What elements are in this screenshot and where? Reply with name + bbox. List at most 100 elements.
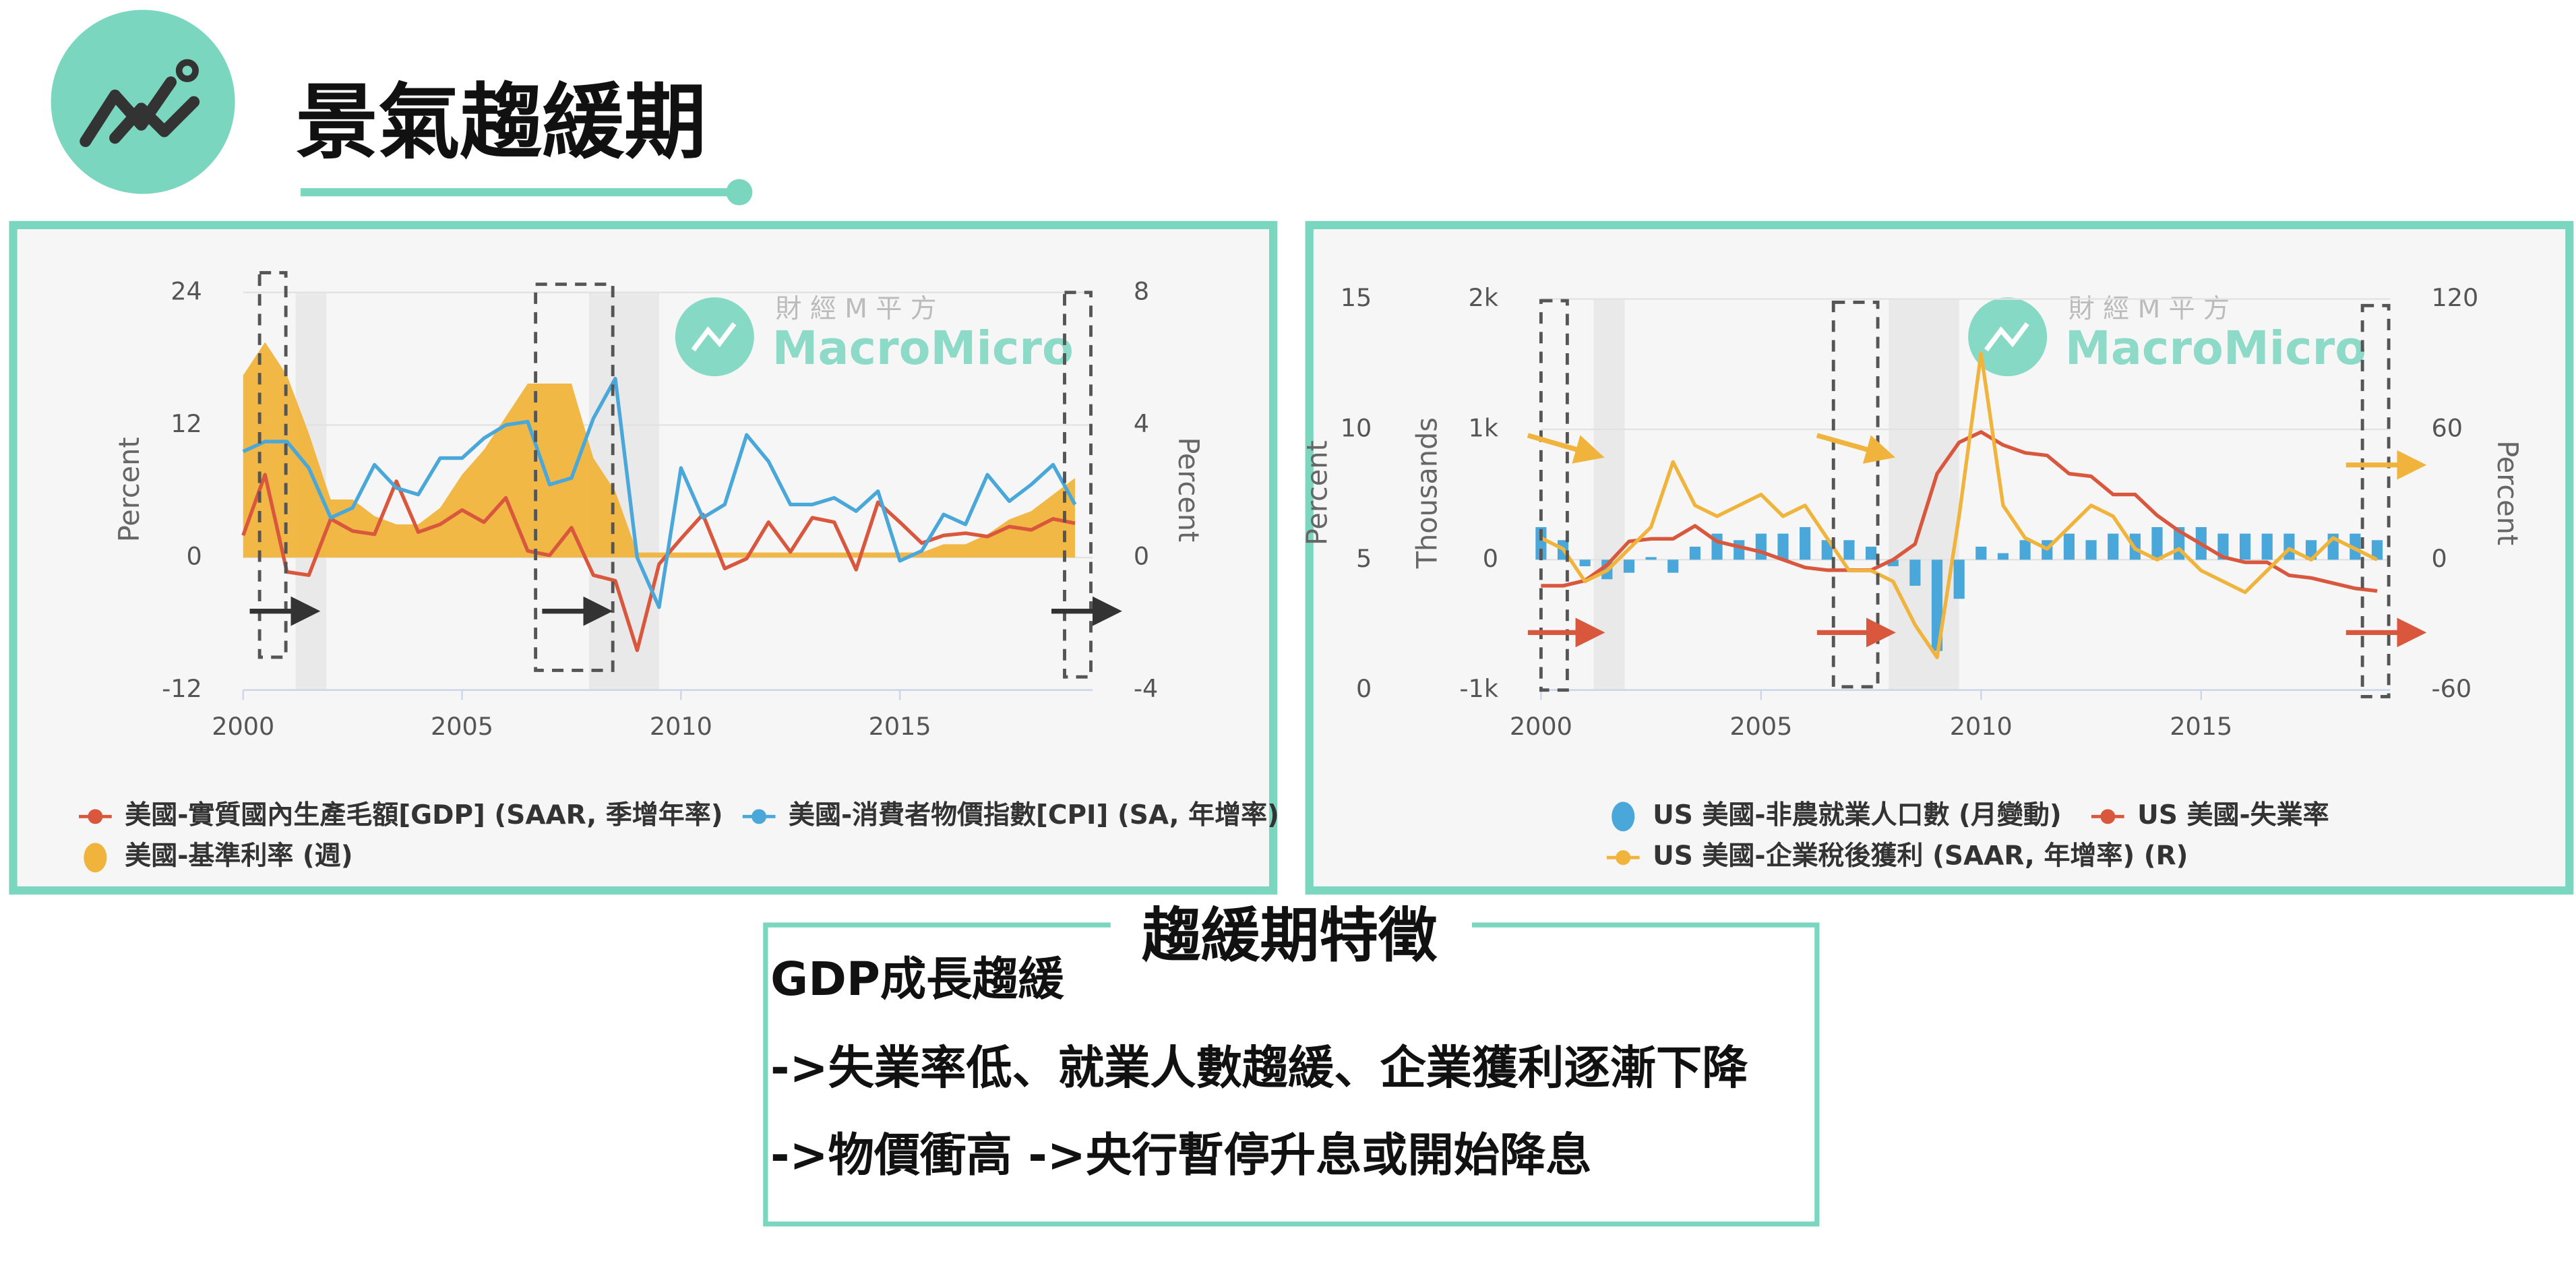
y2-tick-label: 0 (2432, 544, 2447, 573)
text-box-line: GDP成長趨緩 (770, 953, 1064, 1006)
y2-axis-title: Percent (2491, 440, 2523, 545)
y-tick-label: 0 (1356, 674, 1372, 703)
bar (1667, 560, 1679, 573)
line (1540, 351, 2379, 659)
y2-tick-label: 0 (1134, 542, 1149, 571)
bar (1623, 560, 1635, 573)
recession-band (1889, 299, 1959, 690)
bar (1975, 546, 1987, 560)
y-tick-label: 0 (187, 542, 202, 571)
legend-label: US 美國-企業稅後獲利 (SAAR, 年增率) (R) (1653, 841, 2188, 872)
bar (2240, 533, 2251, 560)
legend-label: 美國-消費者物價指數[CPI] (SA, 年增率) (789, 800, 1279, 830)
bar (1579, 560, 1591, 566)
bar (2283, 533, 2295, 560)
logo-icon (175, 59, 199, 82)
bar (2151, 526, 2163, 560)
watermark-icon (1984, 322, 2029, 352)
watermark-en: MacroMicro (772, 322, 1074, 375)
title-underline-dot (726, 179, 753, 206)
y3-tick-label: 0 (1483, 544, 1498, 573)
bar (2085, 540, 2097, 560)
x-tick-label: 2010 (650, 712, 712, 741)
bar (1909, 560, 1921, 586)
x-tick-label: 2010 (1950, 712, 2013, 741)
bar (1800, 526, 1811, 560)
y-tick-label: 15 (1341, 283, 1372, 312)
bar (1535, 526, 1547, 560)
bar (2371, 540, 2383, 560)
y2-tick-label: -4 (1134, 674, 1158, 703)
watermark-cn: 財 經 M 平 方 (776, 294, 937, 324)
y3-tick-label: 1k (1469, 413, 1499, 442)
y3-axis-title: Thousands (1411, 417, 1444, 569)
bar (1689, 546, 1700, 560)
bar (1755, 533, 1767, 560)
y2-tick-label: -60 (2432, 674, 2472, 703)
text-box-title-bg (1110, 895, 1472, 975)
y-axis-title: Percent (1301, 440, 1333, 545)
y2-tick-label: 4 (1134, 409, 1149, 438)
y-tick-label: -12 (162, 674, 202, 703)
slide-title: 景氣趨緩期 (296, 74, 706, 170)
bar (1931, 560, 1943, 651)
logo-circle (51, 9, 235, 194)
logo-icon (109, 96, 200, 144)
charts: 財 經 M 平 方MacroMicro-1201224Percent-4048P… (79, 276, 2523, 873)
bar (1777, 533, 1789, 560)
bar (1953, 560, 1965, 599)
legend-marker (84, 843, 107, 873)
bar (1887, 560, 1899, 566)
bar (1997, 553, 2009, 560)
y-tick-label: 10 (1341, 413, 1372, 442)
legend-label: US 美國-失業率 (2137, 800, 2329, 830)
legend-label: 美國-實質國內生產毛額[GDP] (SAAR, 季增年率) (125, 800, 723, 830)
text-box (763, 922, 1820, 1227)
x-tick-label: 2015 (2170, 712, 2232, 741)
legend-marker (1616, 850, 1631, 866)
bar (2019, 540, 2031, 560)
legend-marker (2100, 809, 2116, 824)
bar (2217, 533, 2229, 560)
legend-marker (88, 809, 103, 824)
bar (1843, 540, 1855, 560)
bar (1734, 540, 1745, 560)
area (243, 342, 1075, 558)
legend-label: US 美國-非農就業人口數 (月變動) (1653, 800, 2062, 830)
x-tick-label: 2015 (869, 712, 931, 741)
y3-tick-label: -1k (1459, 674, 1498, 703)
text-box-title: 趨緩期特徵 (1142, 901, 1438, 970)
annotation-boxes (257, 271, 2391, 698)
x-tick-label: 2000 (212, 712, 274, 741)
bar (1866, 546, 1877, 560)
text-box-line: ->失業率低、就業人數趨緩、企業獲利逐漸下降 (770, 1042, 1748, 1095)
bar (2261, 533, 2273, 560)
logo-icon (80, 76, 177, 148)
recession-band (1593, 299, 1625, 690)
bar (2350, 533, 2361, 560)
y2-axis-title: Percent (1172, 437, 1204, 542)
y-tick-label: 12 (171, 409, 202, 438)
y2-tick-label: 8 (1134, 276, 1149, 305)
bar (2063, 533, 2075, 560)
legend-marker (752, 809, 767, 824)
watermark-en: MacroMicro (2065, 322, 2366, 375)
line (1541, 430, 2378, 593)
y2-tick-label: 120 (2432, 283, 2479, 312)
y2-tick-label: 60 (2432, 413, 2463, 442)
line (241, 473, 1076, 653)
x-tick-label: 2005 (1729, 712, 1792, 741)
y3-tick-label: 2k (1469, 283, 1499, 312)
x-tick-label: 2005 (431, 712, 493, 741)
y-axis-title: Percent (113, 437, 146, 542)
watermark-icon (691, 322, 737, 352)
bar (1645, 557, 1657, 560)
line (242, 376, 1077, 609)
bar (2108, 533, 2119, 560)
legend-label: 美國-基準利率 (週) (125, 841, 352, 872)
y-tick-label: 24 (171, 276, 202, 305)
x-tick-label: 2000 (1510, 712, 1572, 741)
legend-marker (1612, 802, 1635, 832)
